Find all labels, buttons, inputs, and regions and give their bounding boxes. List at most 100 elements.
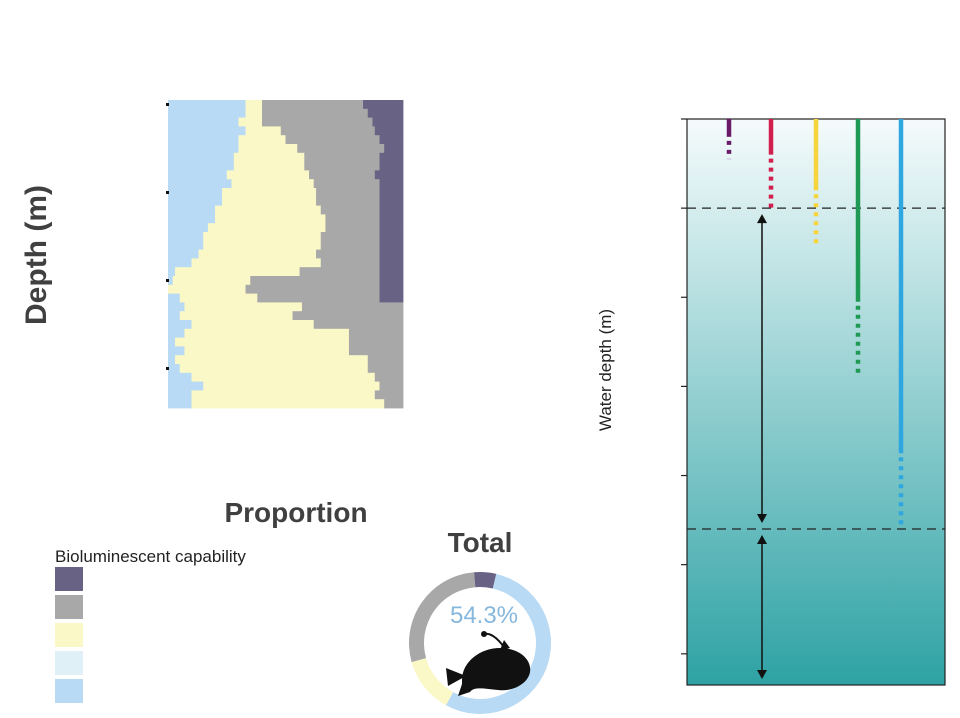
water-depth-light-chart: Water depth (m) <box>596 118 946 686</box>
area-segment-undefined <box>191 390 376 400</box>
area-segment-unlikely <box>325 223 380 233</box>
zone-arrow-head <box>757 535 767 545</box>
area-segment-non-bioluminescent <box>379 188 404 198</box>
area-segment-bioluminescent <box>168 337 176 347</box>
area-segment-unlikely <box>299 267 380 277</box>
area-segment-unlikely <box>280 126 376 136</box>
area-segment-bioluminescent <box>168 258 192 268</box>
area-segment-undefined <box>179 293 258 303</box>
legend-swatch <box>55 679 83 703</box>
area-segment-undefined <box>245 126 282 136</box>
area-segment-undefined <box>207 223 326 233</box>
area-segment-bioluminescent <box>168 372 192 382</box>
area-segment-unlikely <box>320 240 380 250</box>
area-segment-undefined <box>245 108 263 118</box>
area-segment-bioluminescent <box>168 144 239 154</box>
area-segment-unlikely <box>304 152 380 162</box>
legend-swatch <box>55 651 83 675</box>
area-segment-non-bioluminescent <box>372 117 404 127</box>
area-segment-unlikely <box>348 337 404 347</box>
area-segment-undefined <box>184 328 350 338</box>
area-segment-unlikely <box>374 372 404 382</box>
area-segment-unlikely <box>257 293 380 303</box>
area-segment-undefined <box>179 364 369 374</box>
area-segment-unlikely <box>374 390 404 400</box>
area-segment-unlikely <box>320 205 380 215</box>
total-donut-chart: Total 54.3% <box>409 527 552 714</box>
area-segment-undefined <box>222 196 317 206</box>
area-segment-bioluminescent <box>168 196 223 206</box>
zone-arrow-head <box>757 214 767 224</box>
area-segment-undefined <box>175 355 369 365</box>
area-segment-undefined <box>231 179 315 189</box>
area-segment-unlikely <box>297 144 385 154</box>
area-segment-unlikely <box>316 196 380 206</box>
area-segment-bioluminescent <box>168 364 181 374</box>
area-segment-unlikely <box>309 170 376 180</box>
area-segment-bioluminescent <box>168 293 181 303</box>
area-segment-bioluminescent <box>168 302 185 312</box>
area-segment-bioluminescent <box>168 214 216 224</box>
area-segment-undefined <box>222 188 317 198</box>
depth-proportion-chart: Depth (m) Proportion <box>20 100 404 528</box>
area-segment-bioluminescent <box>168 381 204 391</box>
area-segment-undefined <box>198 249 317 259</box>
area-segment-non-bioluminescent <box>367 108 404 118</box>
light-penetration-lines <box>726 119 904 530</box>
area-segment-unlikely <box>262 100 364 110</box>
area-segment-unlikely <box>292 311 404 321</box>
area-segment-non-bioluminescent <box>379 293 404 303</box>
area-segment-undefined <box>203 232 322 242</box>
area-segment-bioluminescent <box>168 346 185 356</box>
area-segment-unlikely <box>325 214 380 224</box>
area-segment-bioluminescent <box>168 135 239 145</box>
area-segment-undefined <box>184 302 303 312</box>
area-segment-bioluminescent <box>168 267 176 277</box>
area-segment-undefined <box>179 311 293 321</box>
area-segment-bioluminescent <box>168 240 204 250</box>
area-segment-non-bioluminescent <box>379 223 404 233</box>
area-segment-non-bioluminescent <box>374 126 404 136</box>
area-segment-unlikely <box>367 364 404 374</box>
donut-slice-undefined <box>411 658 454 706</box>
area-segment-bioluminescent <box>168 188 223 198</box>
area-segment-bioluminescent <box>168 170 228 180</box>
area-segment-undefined <box>191 258 322 268</box>
area-segment-non-bioluminescent <box>379 284 404 294</box>
area-segment-undefined <box>191 320 315 330</box>
area-segment-bioluminescent <box>168 399 192 409</box>
area-segment-bioluminescent <box>168 117 239 127</box>
area-segment-bioluminescent <box>168 179 232 189</box>
area-segment-unlikely <box>262 108 369 118</box>
area-segment-bioluminescent <box>168 276 174 286</box>
y-axis-title: Depth (m) <box>20 185 53 325</box>
area-segment-non-bioluminescent <box>379 258 404 268</box>
area-segment-unlikely <box>250 276 380 286</box>
y-tick-mark <box>166 103 169 106</box>
area-segment-undefined <box>203 381 380 391</box>
area-segment-bioluminescent <box>168 108 246 118</box>
area-segment-bioluminescent <box>168 152 235 162</box>
area-segment-bioluminescent <box>168 311 181 321</box>
donut-slice-non-bioluminescent <box>474 571 497 589</box>
zone-arrow-head <box>757 514 767 524</box>
area-segment-undefined <box>168 284 246 294</box>
anglerfish-icon <box>446 631 531 696</box>
stacked-area-plot <box>168 100 404 409</box>
donut-slice-unlikely <box>409 572 476 663</box>
area-segment-non-bioluminescent <box>379 205 404 215</box>
area-segment-non-bioluminescent <box>379 161 404 171</box>
area-segment-unlikely <box>320 232 380 242</box>
area-segment-bioluminescent <box>168 100 246 110</box>
zone-arrow-head <box>757 670 767 679</box>
area-segment-bioluminescent <box>168 223 209 233</box>
area-segment-non-bioluminescent <box>363 100 404 110</box>
area-segment-bioluminescent <box>168 126 246 136</box>
area-segment-undefined <box>184 346 350 356</box>
area-segment-undefined <box>175 267 300 277</box>
area-segment-unlikely <box>367 355 404 365</box>
area-segment-undefined <box>233 152 305 162</box>
area-segment-non-bioluminescent <box>379 232 404 242</box>
legend-swatch <box>55 567 83 591</box>
area-segment-undefined <box>245 100 263 110</box>
